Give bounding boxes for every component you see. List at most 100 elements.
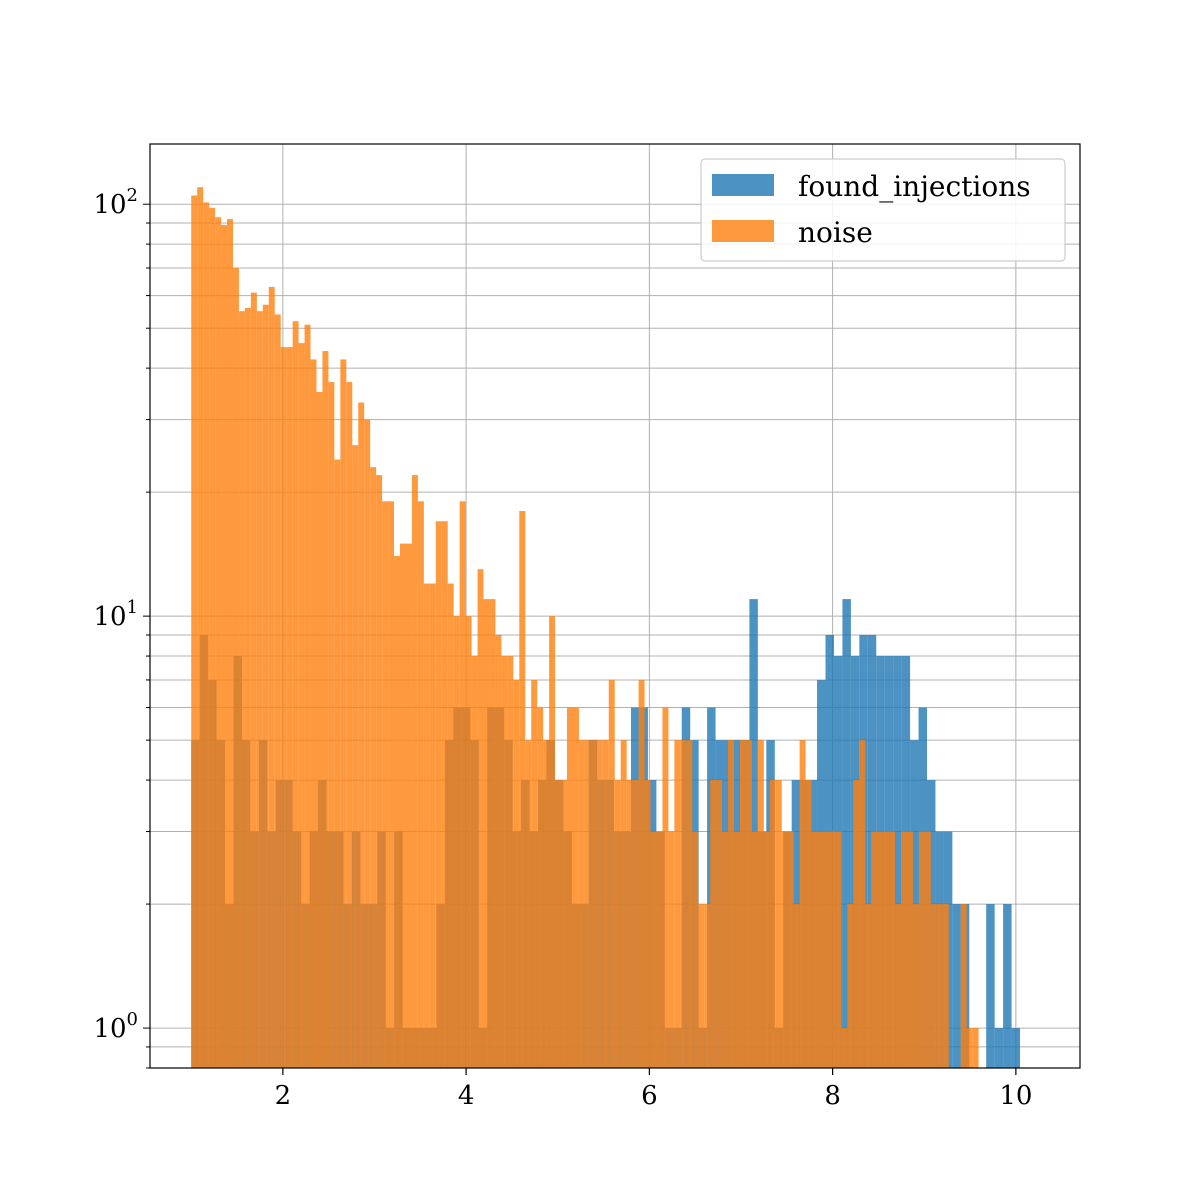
bar-noise (221, 225, 228, 1068)
bar-noise (960, 904, 967, 1068)
bar-noise (883, 831, 890, 1068)
bar-noise (811, 831, 818, 1068)
bar-noise (781, 831, 788, 1068)
bar-noise (417, 501, 424, 1068)
bar-noise (578, 740, 585, 1068)
y-tick-label: 100 (93, 1009, 138, 1044)
bar-noise (722, 831, 729, 1068)
bar-noise (877, 831, 884, 1068)
bar-noise (364, 419, 371, 1068)
bar-noise (632, 780, 639, 1068)
bar-noise (543, 740, 550, 1068)
bar-noise (686, 740, 693, 1068)
bar-noise (829, 831, 836, 1068)
bar-noise (453, 616, 460, 1068)
bar-noise (238, 311, 245, 1068)
bar-noise (519, 510, 526, 1068)
bar-noise (435, 521, 442, 1068)
bar-noise (209, 207, 216, 1068)
bar-found_injections (994, 1028, 1004, 1068)
bar-noise (322, 351, 329, 1068)
bar-noise (280, 347, 287, 1068)
bar-noise (537, 707, 544, 1068)
bar-noise (549, 616, 556, 1068)
legend-label-noise: noise (798, 216, 873, 249)
bar-noise (286, 347, 293, 1068)
bar-noise (853, 780, 860, 1068)
bar-noise (298, 343, 305, 1069)
bar-noise (930, 904, 937, 1068)
bar-noise (352, 445, 359, 1068)
bar-noise (471, 656, 478, 1068)
bar-noise (561, 780, 568, 1068)
bar-noise (710, 780, 717, 1068)
bar-noise (328, 382, 335, 1068)
bar-noise (423, 583, 430, 1068)
bar-noise (936, 904, 943, 1068)
bar-found_injections (842, 599, 851, 1068)
bar-noise (477, 569, 484, 1068)
bar-found_injections (893, 656, 902, 1068)
bar-noise (698, 904, 705, 1068)
bar-noise (656, 831, 663, 1068)
bar-noise (805, 780, 812, 1068)
bar-noise (590, 740, 597, 1068)
bar-noise (799, 740, 806, 1068)
bar-noise (256, 311, 263, 1068)
bar-noise (817, 831, 824, 1068)
bar-noise (901, 831, 908, 1068)
bar-noise (244, 307, 251, 1068)
bar-noise (340, 359, 347, 1068)
bar-noise (215, 217, 222, 1069)
bar-noise (757, 740, 764, 1068)
bar-noise (394, 555, 401, 1068)
y-tick-label: 102 (93, 185, 138, 220)
bar-noise (447, 583, 454, 1068)
bar-noise (250, 292, 257, 1068)
bar-noise (388, 501, 395, 1068)
bar-noise (567, 707, 573, 1068)
bar-noise (841, 1028, 848, 1068)
bar-noise (203, 202, 210, 1068)
bar-noise (835, 831, 842, 1068)
bar-noise (734, 831, 740, 1068)
x-tick-label: 2 (275, 1081, 292, 1111)
bar-noise (907, 831, 913, 1068)
x-tick-label: 6 (641, 1081, 658, 1111)
bar-found_injections (1003, 904, 1012, 1068)
bar-noise (769, 780, 776, 1068)
bar-noise (304, 324, 311, 1068)
bar-noise (602, 740, 609, 1068)
bar-noise (441, 521, 448, 1068)
bar-noise (292, 321, 299, 1068)
x-tick-label: 4 (458, 1081, 475, 1111)
bar-noise (638, 679, 645, 1068)
bar-noise (459, 501, 466, 1068)
y-tick-label: 101 (93, 597, 138, 632)
series-noise (191, 187, 979, 1069)
bar-noise (680, 740, 687, 1068)
axes: 2 4 6 8 10 100 101 102 (93, 185, 1032, 1111)
bar-noise (316, 392, 323, 1068)
legend-box (700, 158, 1066, 262)
bar-noise (674, 740, 681, 1068)
bar-noise (370, 467, 377, 1068)
bar-noise (513, 679, 520, 1068)
bar-found_injections (986, 904, 995, 1068)
bar-noise (823, 831, 830, 1068)
bar-noise (972, 1028, 979, 1068)
bar-noise (346, 382, 353, 1068)
bar-noise (859, 740, 866, 1068)
legend-label-found-injections: found_injections (798, 170, 1031, 203)
bar-noise (912, 904, 919, 1068)
bar-noise (232, 268, 239, 1068)
bar-noise (191, 195, 198, 1069)
bar-noise (584, 740, 591, 1068)
bar-noise (745, 740, 752, 1068)
bar-noise (555, 780, 562, 1068)
bar-noise (918, 831, 925, 1068)
bar-noise (507, 656, 514, 1068)
bar-noise (489, 599, 496, 1068)
bar-noise (728, 740, 735, 1068)
bar-noise (262, 304, 269, 1068)
